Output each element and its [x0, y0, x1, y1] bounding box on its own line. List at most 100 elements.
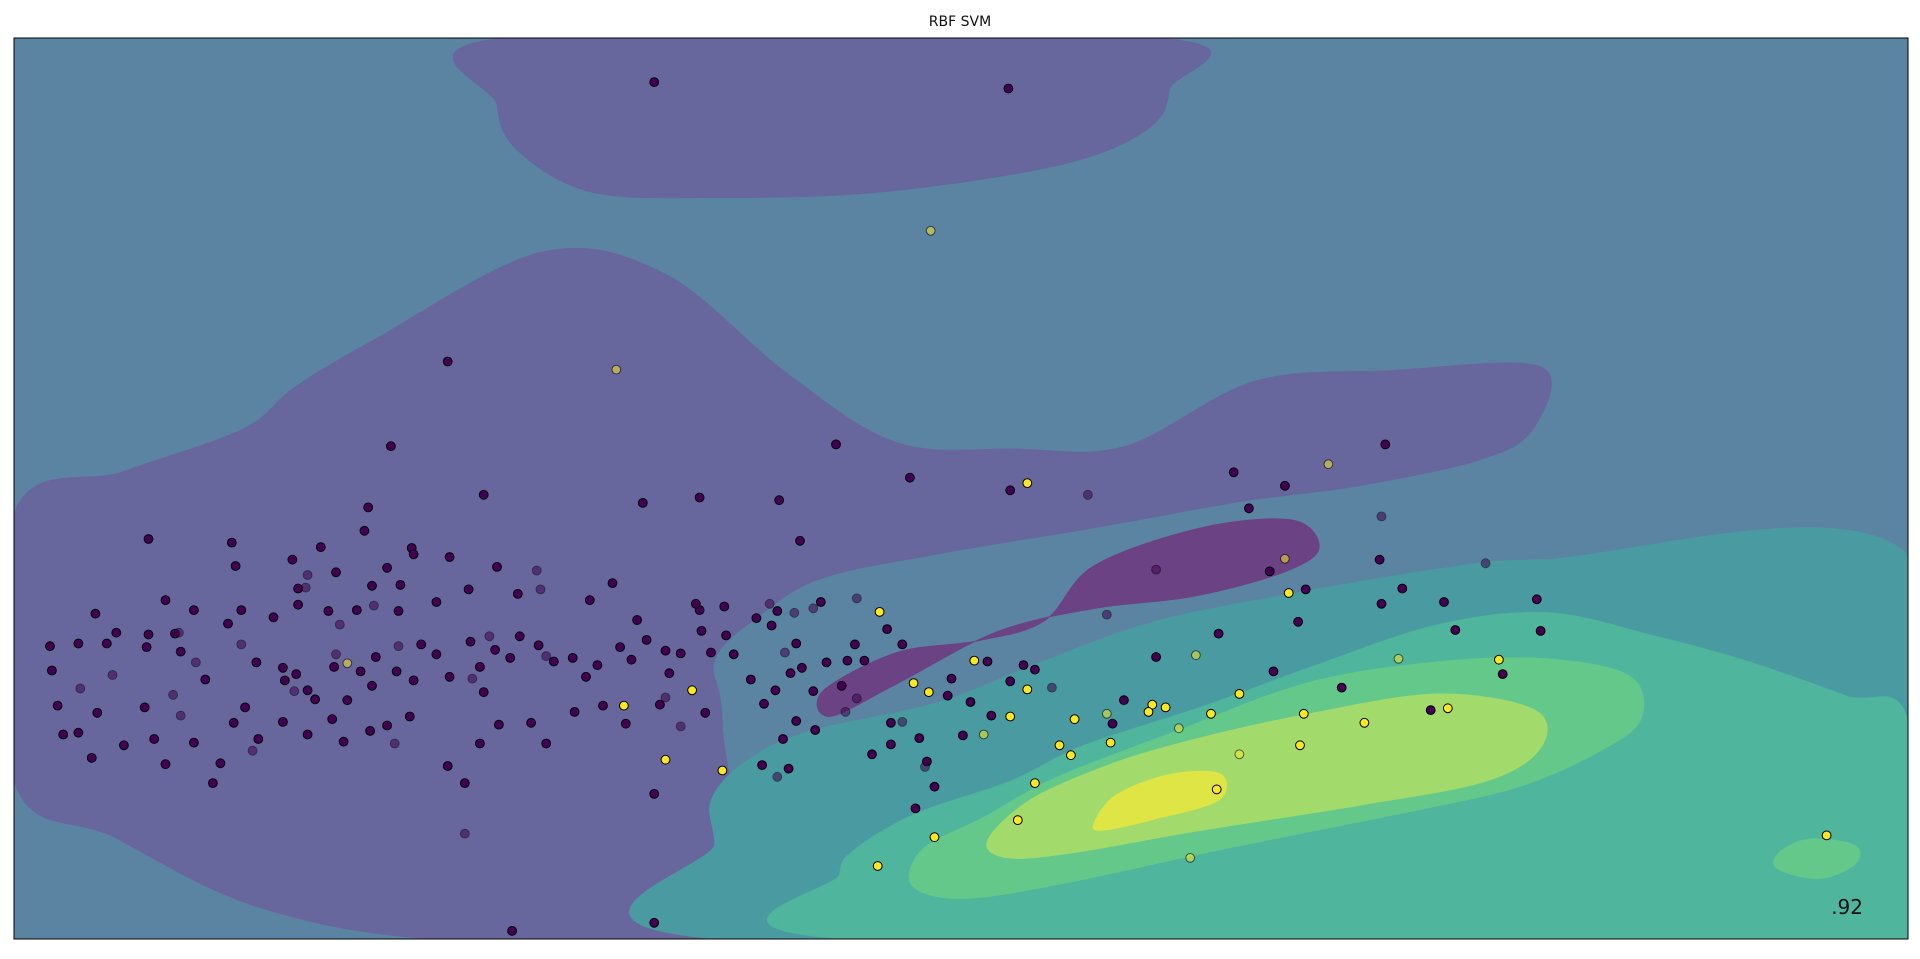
train-point-class-0 — [47, 665, 57, 676]
train-point-class-1 — [908, 678, 919, 688]
train-point-class-1 — [1821, 830, 1832, 841]
train-point-class-0 — [73, 638, 84, 649]
test-point-class-1 — [611, 364, 622, 375]
train-point-class-0 — [584, 595, 595, 606]
train-point-class-0 — [637, 498, 648, 508]
train-point-class-0 — [607, 578, 618, 588]
train-point-class-0 — [778, 734, 788, 744]
train-point-class-0 — [696, 626, 707, 636]
train-point-class-0 — [986, 710, 997, 721]
train-point-class-0 — [808, 686, 819, 697]
train-point-class-0 — [226, 537, 237, 548]
train-point-class-0 — [393, 606, 404, 616]
train-point-class-0 — [1425, 705, 1436, 715]
train-point-class-0 — [514, 631, 525, 642]
train-point-class-0 — [58, 729, 69, 740]
train-point-class-0 — [253, 734, 264, 744]
train-point-class-0 — [910, 803, 921, 814]
train-point-class-0 — [459, 778, 470, 788]
train-point-class-0 — [442, 356, 453, 367]
train-point-class-0 — [850, 639, 860, 650]
train-point-class-0 — [1374, 554, 1385, 565]
train-point-class-1 — [1022, 478, 1033, 489]
train-point-class-0 — [408, 549, 419, 560]
train-point-class-0 — [791, 716, 802, 726]
train-point-class-0 — [1228, 467, 1239, 478]
train-point-class-0 — [86, 753, 97, 763]
train-point-class-0 — [905, 472, 915, 483]
train-point-class-0 — [1531, 594, 1542, 605]
train-point-class-1 — [1359, 717, 1370, 728]
train-point-class-0 — [465, 636, 476, 647]
train-point-class-0 — [444, 671, 455, 682]
train-point-class-0 — [1244, 503, 1254, 514]
train-point-class-1 — [1054, 740, 1065, 751]
train-point-class-0 — [315, 542, 326, 552]
train-point-class-0 — [507, 926, 517, 936]
test-point-class-1 — [1191, 650, 1201, 661]
test-point-class-0 — [289, 686, 300, 697]
train-point-class-0 — [149, 734, 160, 744]
train-point-class-0 — [759, 698, 769, 709]
train-point-class-1 — [872, 861, 883, 871]
train-point-class-0 — [338, 736, 349, 747]
train-point-class-0 — [143, 534, 154, 544]
train-point-class-0 — [208, 778, 218, 788]
train-point-class-0 — [431, 597, 442, 607]
test-point-class-0 — [531, 565, 542, 576]
train-point-class-1 — [969, 655, 980, 666]
train-point-class-1 — [1295, 740, 1305, 751]
train-point-class-0 — [958, 730, 968, 741]
train-point-class-0 — [615, 642, 625, 652]
train-point-class-0 — [505, 653, 516, 663]
train-point-class-0 — [946, 673, 957, 684]
train-point-class-0 — [251, 657, 262, 668]
test-point-class-0 — [764, 598, 775, 609]
train-point-class-0 — [278, 662, 288, 673]
test-point-class-1 — [925, 225, 936, 236]
chart-title: RBF SVM — [928, 14, 992, 30]
test-point-class-1 — [342, 658, 353, 669]
test-point-class-0 — [300, 582, 311, 593]
train-point-class-0 — [1003, 83, 1014, 94]
train-point-class-0 — [278, 717, 288, 727]
test-point-class-1 — [1234, 749, 1245, 760]
train-point-class-0 — [228, 717, 239, 728]
train-point-class-0 — [73, 727, 84, 738]
train-point-class-0 — [694, 492, 705, 503]
train-point-class-0 — [139, 702, 150, 713]
test-point-class-0 — [808, 603, 819, 614]
train-point-class-0 — [541, 738, 552, 749]
train-point-class-0 — [810, 725, 821, 735]
train-point-class-0 — [223, 618, 233, 629]
train-point-class-0 — [1300, 584, 1311, 595]
train-point-class-0 — [478, 687, 489, 697]
test-point-class-1 — [1101, 708, 1112, 719]
train-point-class-0 — [215, 758, 226, 769]
train-point-class-0 — [690, 598, 701, 609]
train-point-class-0 — [494, 719, 504, 730]
train-point-class-1 — [1022, 684, 1033, 695]
plot-frame — [13, 37, 1909, 940]
train-point-class-0 — [965, 697, 976, 707]
test-point-class-0 — [840, 707, 851, 717]
train-point-class-0 — [302, 685, 313, 696]
test-point-class-0 — [789, 607, 800, 618]
train-point-class-0 — [367, 680, 377, 691]
train-point-class-0 — [291, 669, 302, 679]
test-point-class-0 — [484, 631, 495, 642]
train-point-class-0 — [772, 606, 783, 616]
train-point-class-0 — [795, 535, 805, 546]
train-point-class-0 — [655, 699, 665, 710]
train-point-class-0 — [342, 695, 353, 706]
test-point-class-0 — [247, 745, 258, 756]
train-point-class-0 — [929, 781, 940, 792]
train-point-class-0 — [766, 620, 777, 631]
test-point-class-0 — [75, 683, 86, 694]
train-point-class-0 — [882, 624, 892, 634]
train-point-class-0 — [287, 554, 298, 565]
train-point-class-1 — [687, 685, 697, 696]
train-point-class-1 — [923, 687, 934, 697]
train-point-class-0 — [1264, 566, 1275, 577]
